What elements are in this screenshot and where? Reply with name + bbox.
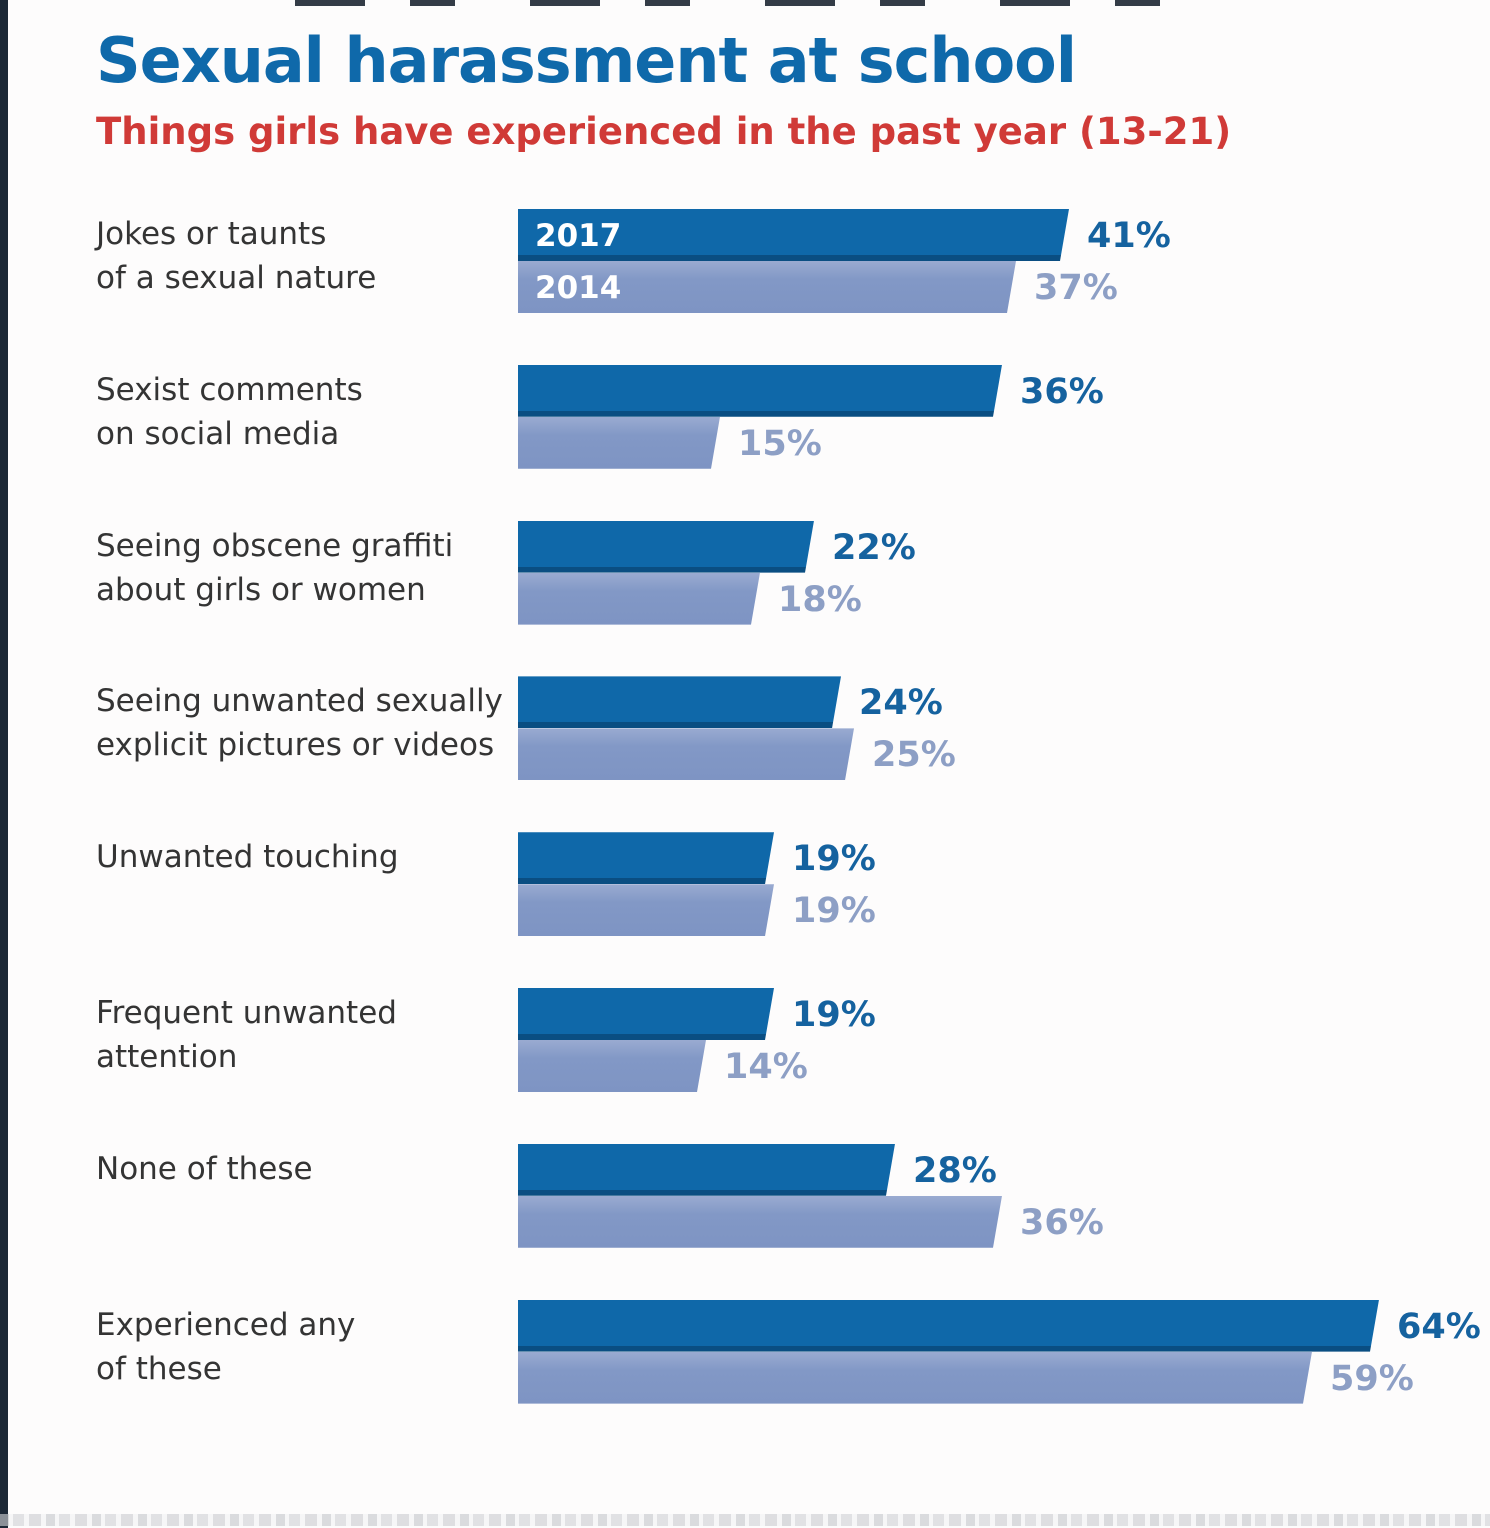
page-title: Sexual harassment at school <box>96 24 1077 97</box>
category-label: Seeing obscene graffiti about girls or wo… <box>96 524 516 612</box>
bar-2017 <box>518 832 774 884</box>
chart-row: Seeing unwanted sexually explicit picture… <box>0 676 1490 780</box>
bar-2014 <box>518 1352 1312 1404</box>
bar-2017 <box>518 1144 895 1196</box>
category-label: Jokes or taunts of a sexual nature <box>96 212 516 300</box>
value-label-2017: 19% <box>792 995 876 1035</box>
chart-row: Unwanted touching 19% 19% <box>0 832 1490 936</box>
category-label-line: Frequent unwanted <box>96 995 397 1031</box>
value-label-2014: 36% <box>1020 1202 1104 1243</box>
bar-2014 <box>518 884 774 936</box>
value-label-2014: 37% <box>1034 268 1118 308</box>
bar-2017 <box>518 365 1002 417</box>
chart-row: Seeing obscene graffiti about girls or wo… <box>0 521 1490 625</box>
chart-row: Jokes or taunts of a sexual nature 2017 41%… <box>0 209 1490 313</box>
bar-2014: 2014 <box>518 261 1016 313</box>
bar-2014 <box>518 573 760 625</box>
category-label-line: explicit pictures or videos <box>96 727 495 764</box>
category-label-line: Seeing unwanted sexually <box>96 683 503 720</box>
chart-row: Sexist comments on social media 36% 15% <box>0 365 1490 469</box>
bar-2017: 2017 <box>518 209 1069 261</box>
series-label-2017: 2017 <box>535 218 622 254</box>
category-label-line: None of these <box>96 1150 313 1187</box>
series-label-2014: 2014 <box>535 270 622 306</box>
category-label-line: attention <box>96 1039 238 1075</box>
category-label: Seeing unwanted sexually explicit picture… <box>96 679 516 767</box>
bar-2014 <box>518 1040 706 1092</box>
value-label-2017: 36% <box>1020 371 1104 412</box>
value-label-2014: 15% <box>738 423 822 464</box>
category-label: Experienced any of these <box>96 1303 516 1391</box>
category-label-line: of a sexual nature <box>96 260 377 296</box>
category-label-line: Sexist comments <box>96 371 363 408</box>
value-label-2014: 25% <box>872 735 956 776</box>
category-label: Unwanted touching <box>96 835 516 879</box>
category-label-line: Unwanted touching <box>96 839 399 876</box>
chart-row: Experienced any of these 64% 59% <box>0 1300 1490 1404</box>
category-label: None of these <box>96 1147 516 1191</box>
category-label-line: of these <box>96 1350 222 1387</box>
category-label-line: Experienced any <box>96 1306 356 1343</box>
value-label-2017: 24% <box>859 683 943 724</box>
bar-2017 <box>518 676 841 728</box>
category-label: Sexist comments on social media <box>96 368 516 456</box>
left-edge-strip <box>0 0 8 1528</box>
top-crop-artifact <box>295 0 1215 6</box>
category-label-line: Seeing obscene graffiti <box>96 527 454 564</box>
value-label-2017: 19% <box>792 839 876 880</box>
category-label: Frequent unwanted attention <box>96 991 516 1079</box>
category-label-line: on social media <box>96 415 340 452</box>
bar-2014 <box>518 728 854 780</box>
value-label-2017: 28% <box>913 1150 997 1191</box>
value-label-2014: 19% <box>792 891 876 932</box>
bar-2017 <box>518 1300 1379 1352</box>
category-label-line: about girls or women <box>96 571 426 608</box>
bar-2014 <box>518 417 720 469</box>
value-label-2014: 18% <box>778 579 862 620</box>
category-label-line: Jokes or taunts <box>96 216 327 252</box>
bar-2017 <box>518 988 774 1040</box>
value-label-2014: 59% <box>1330 1358 1414 1399</box>
value-label-2014: 14% <box>724 1047 808 1087</box>
value-label-2017: 41% <box>1087 216 1171 256</box>
bottom-crop-artifact <box>0 1514 1490 1526</box>
bar-2014 <box>518 1196 1002 1248</box>
chart-row: Frequent unwanted attention 19% 14% <box>0 988 1490 1092</box>
value-label-2017: 64% <box>1397 1306 1481 1347</box>
chart-row: None of these 28% 36% <box>0 1144 1490 1248</box>
bar-2017 <box>518 521 814 573</box>
value-label-2017: 22% <box>832 527 916 568</box>
page-subtitle: Things girls have experienced in the pas… <box>96 110 1232 153</box>
